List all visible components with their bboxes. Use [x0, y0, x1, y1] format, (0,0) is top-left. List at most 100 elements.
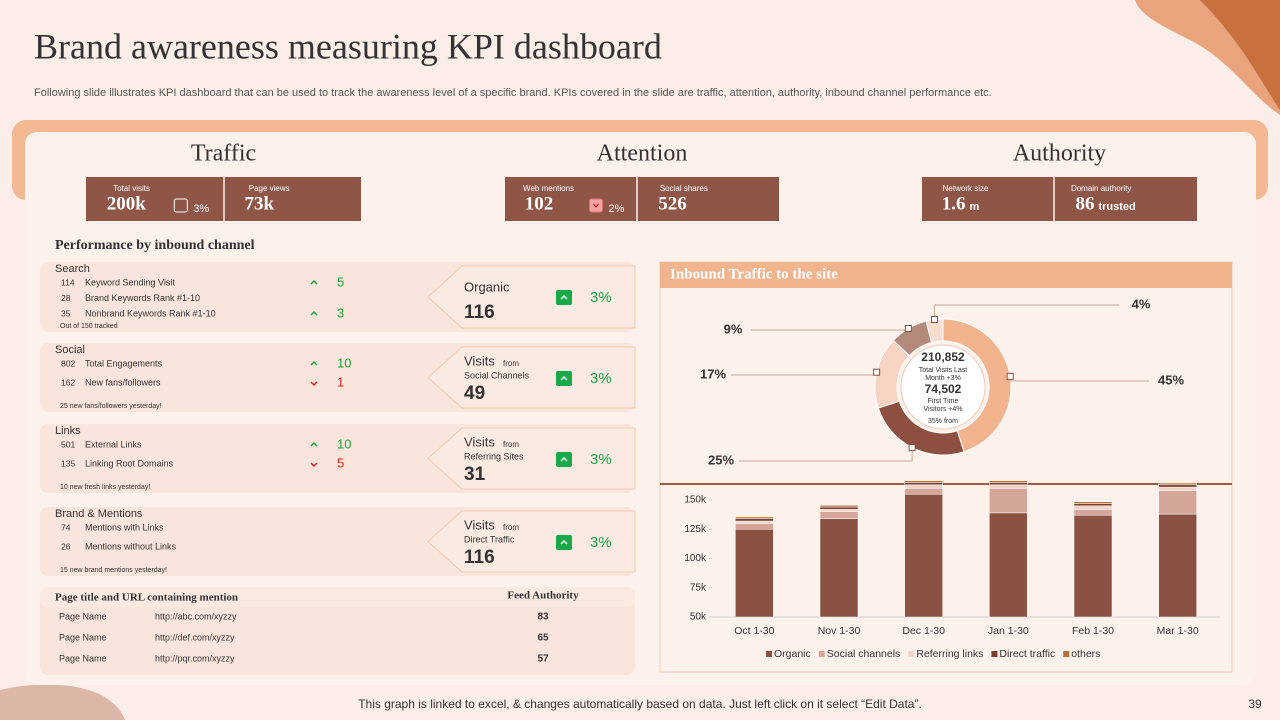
kpi-label: Network size [943, 184, 989, 193]
leader-dot [908, 444, 916, 452]
table-cell: http://pqr.com/xyzzy [155, 653, 235, 663]
section-heading: Traffic [191, 141, 256, 167]
delta-arrow [310, 462, 318, 468]
decor [1200, 0, 1280, 110]
donut-label: 17% [700, 366, 726, 381]
panel-value: 49 [464, 383, 485, 404]
section-heading: Authority [1013, 141, 1106, 167]
panel-change: 3% [590, 370, 612, 387]
item-delta: 5 [337, 274, 344, 289]
bar-segment [904, 482, 943, 486]
panel-from: from [503, 440, 519, 449]
delta-arrow [310, 381, 318, 387]
kpi-value: 86 [1075, 193, 1094, 214]
panel-title: Visits [464, 517, 495, 532]
donut-center-text: First Time [928, 398, 959, 405]
legend-swatch [818, 651, 825, 657]
kpi-label: Total visits [113, 184, 150, 193]
change-badge [556, 535, 572, 550]
item-count: 162 [61, 377, 75, 387]
channel-name: Search [55, 263, 90, 275]
legend-swatch [1063, 651, 1070, 657]
kpi-label: Domain authority [1071, 184, 1131, 193]
item-label: Mentions without Links [85, 541, 177, 551]
panel-change: 3% [590, 534, 612, 551]
item-delta: 10 [337, 436, 351, 451]
legend-label: Organic [774, 648, 811, 660]
panel-change: 3% [590, 451, 612, 468]
bar-segment [989, 488, 1028, 514]
bar-segment [1158, 482, 1197, 486]
item-count: 74 [61, 522, 71, 532]
delta-arrow [310, 441, 318, 447]
table-header-cell: Page title and URL containing mention [55, 592, 238, 604]
kpi-value: 73k [245, 193, 275, 214]
kpi-box [505, 177, 779, 221]
panel-value: 31 [464, 464, 486, 485]
item-count: 114 [61, 277, 75, 287]
bar-segment [989, 484, 1028, 489]
kpi-box [922, 177, 1197, 221]
item-label: Keyword Sending Visit [85, 277, 175, 287]
bar-segment [735, 520, 774, 524]
bar-segment [1073, 503, 1113, 507]
donut-center-text: 210,852 [921, 350, 965, 364]
channel-name: Social [55, 344, 85, 356]
bar-segment [735, 523, 774, 530]
donut-center-text: Visitors +4% [924, 406, 963, 413]
panel-value: 116 [464, 302, 495, 323]
item-count: 501 [61, 439, 75, 449]
bar-segment [1158, 513, 1197, 618]
bar-segment [735, 518, 774, 522]
panel-source: Social Channels [464, 370, 530, 380]
panel-title: Visits [464, 434, 495, 449]
kpi-value: 526 [658, 193, 687, 214]
item-count: 26 [61, 541, 71, 551]
legend-label: others [1071, 648, 1100, 660]
bar-segment [735, 516, 774, 519]
x-tick-label: Jan 1-30 [988, 625, 1029, 637]
item-count: 802 [61, 358, 75, 368]
table-cell: 83 [537, 612, 549, 623]
donut-label: 9% [724, 321, 743, 336]
bar-segment [989, 480, 1028, 483]
leader-line [739, 447, 913, 462]
table-box [40, 587, 635, 675]
legend-label: Referring links [916, 648, 983, 660]
item-delta: 10 [337, 355, 351, 370]
table-cell: 65 [537, 633, 549, 644]
donut-center-text: Total Visits Last [919, 367, 968, 374]
legend-swatch [908, 651, 915, 657]
leader-dot [930, 316, 938, 324]
item-count: 35 [61, 308, 71, 318]
panel-from: from [503, 359, 519, 368]
y-tick-label: 125k [684, 524, 707, 535]
leader-dot [873, 368, 881, 376]
donut-center [900, 344, 986, 430]
delta-arrow [310, 310, 318, 316]
page-number: 39 [1248, 697, 1262, 711]
item-delta: 3 [337, 305, 344, 320]
legend-swatch [766, 651, 772, 657]
item-label: Brand Keywords Rank #1-10 [85, 293, 200, 303]
table-cell: Page Name [59, 653, 107, 663]
subtitle: Following slide illustrates KPI dashboar… [34, 87, 992, 99]
donut-center-text: 35% from [928, 418, 958, 425]
legend-label: Social channels [827, 648, 901, 660]
footer: This graph is linked to excel, & changes… [358, 697, 922, 711]
item-label: New fans/followers [85, 377, 161, 387]
x-tick-label: Dec 1-30 [902, 625, 945, 637]
kpi-label: Web mentions [523, 184, 574, 193]
panel-change: 3% [590, 289, 612, 306]
panel-source: Direct Traffic [464, 534, 515, 544]
section-title: Performance by inbound channel [55, 238, 255, 253]
item-label: Total Engagements [85, 358, 163, 368]
panel-source: Referring Sites [464, 451, 524, 461]
x-tick-label: Feb 1-30 [1072, 625, 1114, 637]
delta-arrow [310, 360, 318, 366]
channel-note: 25 new fans/followers yesterday! [60, 403, 162, 410]
bar-segment [1158, 486, 1197, 491]
y-tick-label: 50k [690, 612, 707, 623]
item-label: Nonbrand Keywords Rank #1-10 [85, 308, 216, 318]
